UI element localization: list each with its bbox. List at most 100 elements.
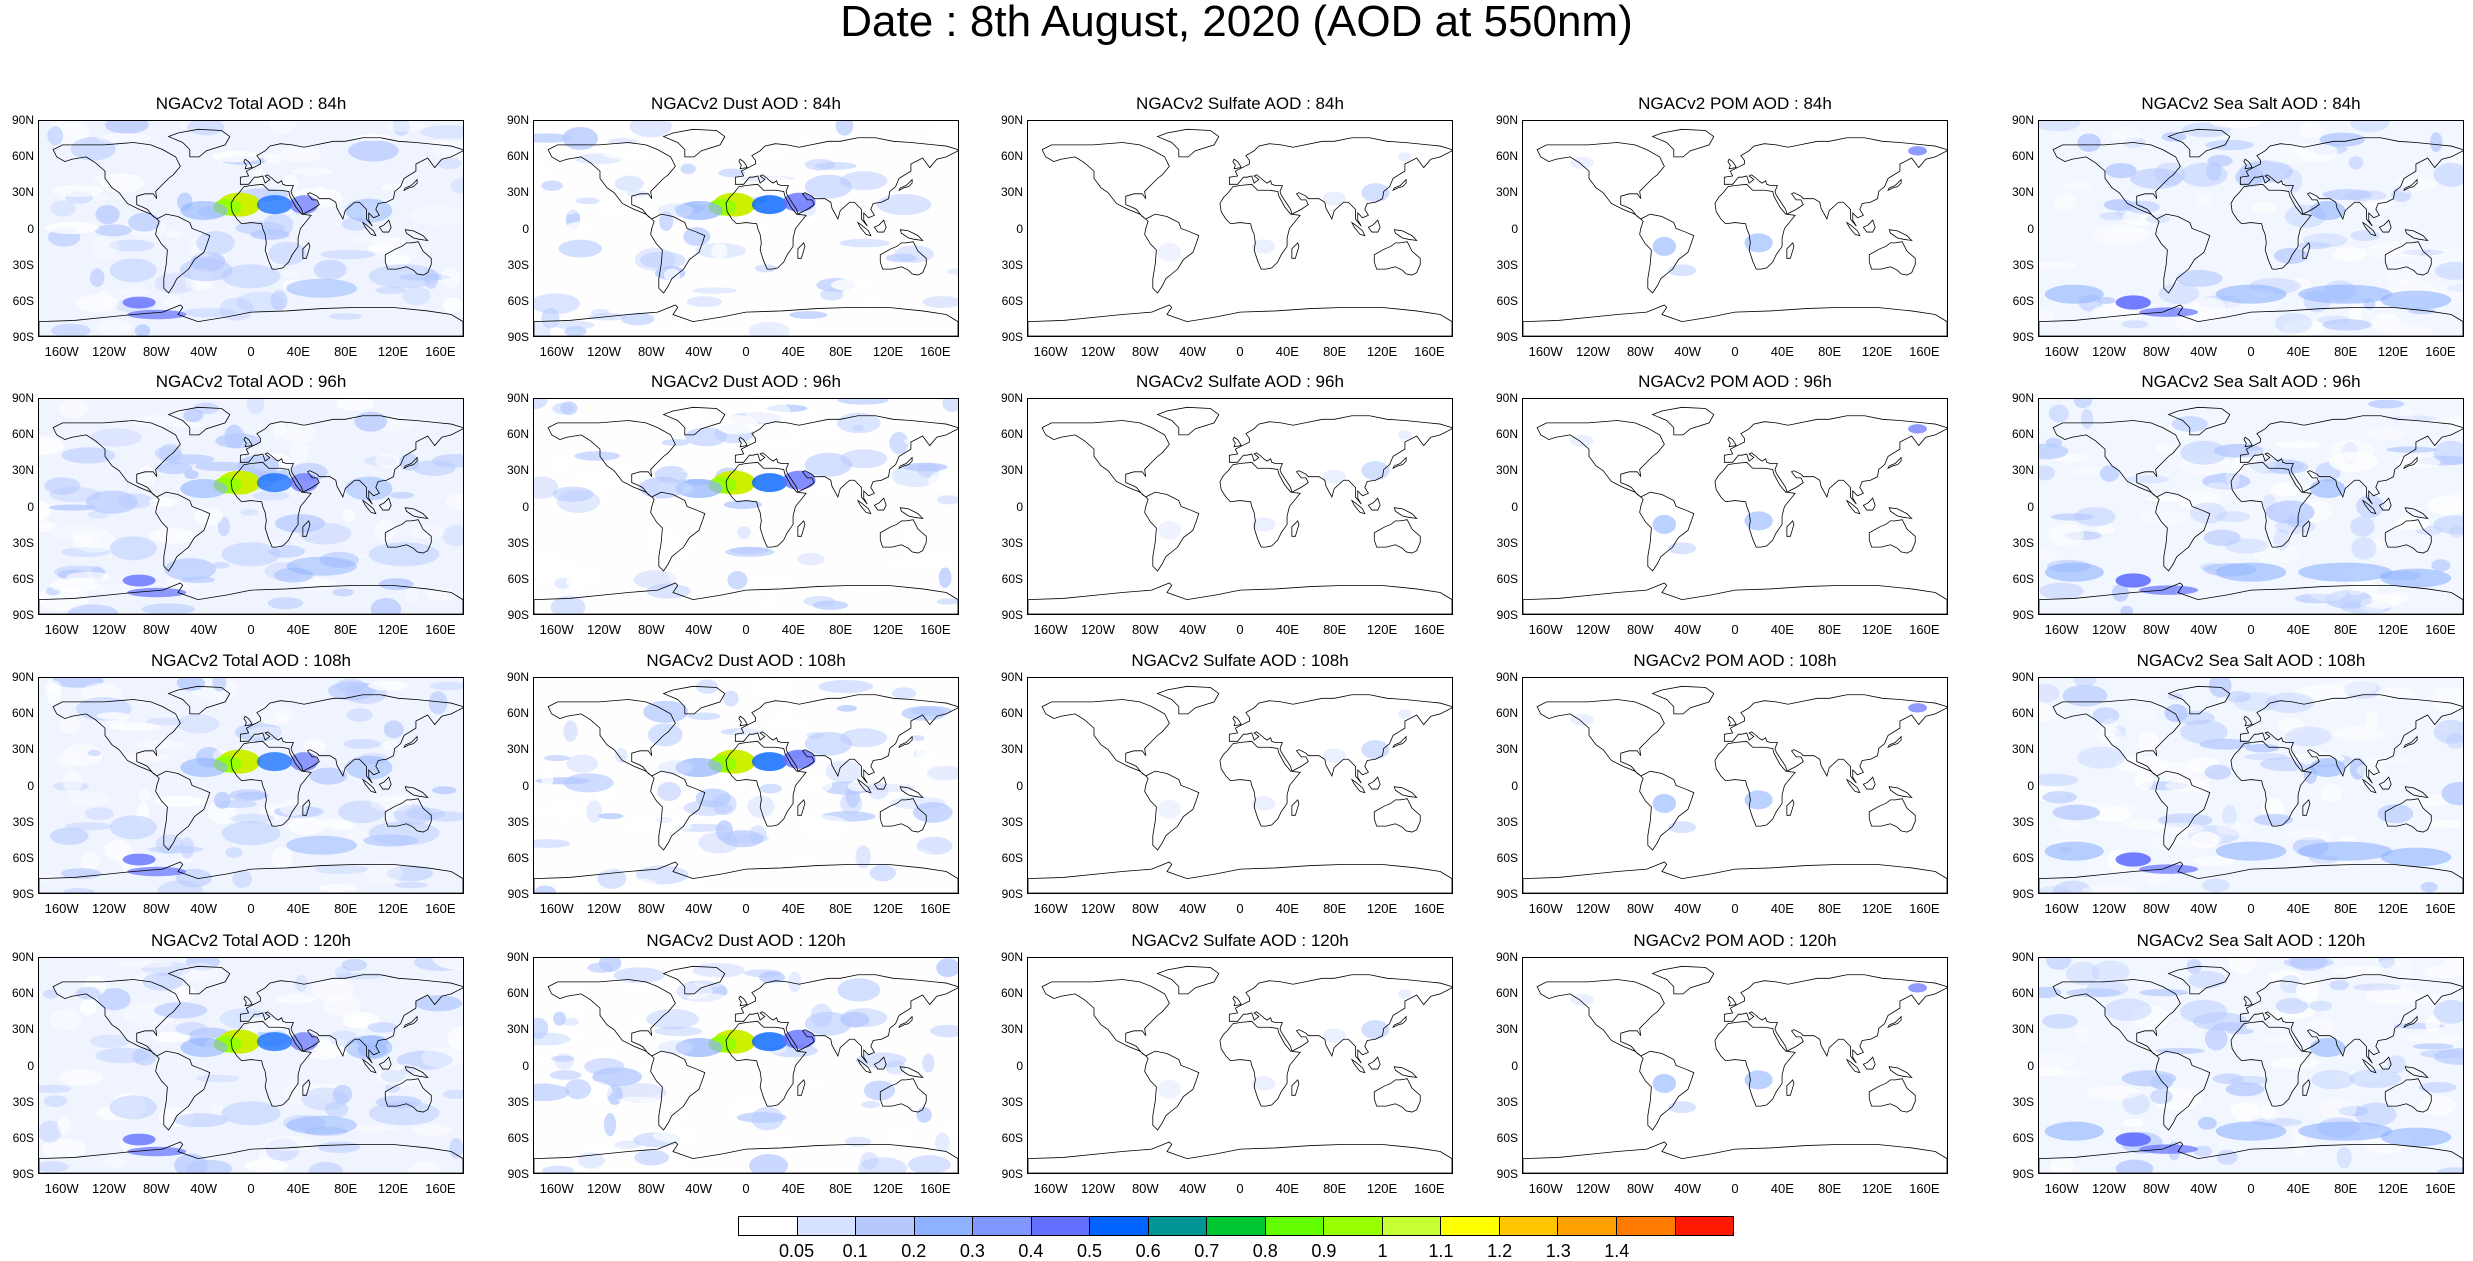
coastline — [404, 1066, 429, 1079]
aod-patch — [2197, 1116, 2217, 1130]
aod-patch — [95, 1047, 151, 1064]
aod-patch — [2092, 224, 2147, 247]
aod-patch — [164, 558, 216, 581]
longitude-label: 80W — [1626, 622, 1654, 637]
aod-patch — [47, 126, 64, 146]
aod-patch — [534, 516, 561, 524]
aod-patch — [90, 236, 120, 259]
aod-patch — [2356, 763, 2388, 778]
map-canvas — [1523, 128, 1947, 336]
aod-patch — [176, 714, 220, 734]
aod-patch — [788, 971, 802, 993]
latitude-label: 60S — [507, 850, 529, 865]
coastline — [1228, 974, 1452, 1064]
aod-patch — [354, 411, 388, 432]
aod-patch — [2062, 684, 2108, 707]
aod-patch — [693, 976, 726, 988]
aod-plume — [127, 1146, 187, 1157]
coastline — [1723, 694, 1947, 784]
longitude-label: 40E — [1770, 1181, 1794, 1196]
latitude-label: 0 — [1511, 1058, 1518, 1073]
aod-patch — [97, 319, 132, 336]
panel-title: NGACv2 POM AOD : 108h — [1633, 651, 1837, 670]
longitude-label: 120E — [1366, 1181, 1398, 1196]
coastline — [1393, 786, 1418, 799]
aod-patch — [338, 800, 386, 824]
aod-patch — [392, 121, 410, 136]
panel-title: NGACv2 Sea Salt AOD : 120h — [2136, 931, 2366, 950]
aod-patch — [347, 235, 393, 244]
aod-patch — [279, 799, 307, 816]
longitude-label: 160W — [1528, 344, 1563, 359]
coastline — [1393, 507, 1418, 520]
aod-patch — [39, 1161, 69, 1173]
aod-patch — [2361, 756, 2414, 764]
aod-patch — [2389, 415, 2436, 422]
aod-patch — [2146, 495, 2187, 502]
longitude-label: 120W — [2092, 344, 2126, 359]
aod-patch — [71, 533, 93, 544]
map-canvas — [39, 678, 463, 893]
aod-patch — [2039, 683, 2060, 703]
latitude-label: 0 — [522, 221, 529, 236]
aod-patch — [916, 836, 953, 855]
aod-patch — [441, 268, 461, 289]
aod-patch — [374, 518, 396, 541]
coastline — [738, 436, 748, 448]
aod-patch — [2402, 249, 2444, 256]
aod-patch — [50, 200, 76, 217]
map-panel-total — [38, 398, 464, 615]
longitude-label: 80W — [637, 622, 665, 637]
aod-patch — [2328, 439, 2376, 461]
aod-patch — [2139, 988, 2189, 997]
aod-plume — [2115, 295, 2151, 310]
longitude-label: 40E — [286, 901, 310, 916]
aod-plume — [1652, 236, 1677, 256]
aod-patch — [157, 880, 204, 893]
coastline — [39, 1141, 463, 1173]
aod-patch — [704, 448, 759, 464]
coastline — [1041, 979, 1170, 1057]
coastline — [239, 137, 463, 227]
aod-patch — [903, 462, 948, 472]
aod-patch — [414, 995, 463, 1012]
aod-patch — [57, 1116, 71, 1135]
aod-patch — [557, 998, 595, 1014]
aod-patch — [749, 1154, 789, 1173]
aod-plume — [122, 296, 156, 309]
aod-patch — [760, 598, 780, 614]
latitude-label: 30N — [2011, 1022, 2034, 1037]
coastline — [1845, 1058, 1861, 1074]
coastline — [2167, 128, 2231, 158]
aod-plume — [289, 473, 319, 493]
panel-title: NGACv2 Sulfate AOD : 120h — [1131, 931, 1349, 950]
aod-patch — [847, 781, 869, 792]
aod-patch — [217, 516, 230, 537]
coastline — [1868, 798, 1916, 833]
coastline — [243, 158, 253, 170]
aod-patch — [185, 1159, 233, 1173]
aod-patch — [566, 754, 599, 773]
aod-patch — [2154, 444, 2179, 454]
aod-patch — [2449, 525, 2463, 538]
aod-patch — [154, 272, 197, 294]
aod-patch — [282, 174, 299, 191]
aod-patch — [654, 1026, 703, 1037]
aod-patch — [322, 994, 362, 1017]
aod-patch — [627, 792, 660, 807]
aod-patch — [2039, 443, 2069, 460]
aod-patch — [148, 845, 204, 854]
longitude-label: 160W — [1033, 1181, 1068, 1196]
colorbar-box — [1382, 1217, 1442, 1235]
aod-patch — [2153, 162, 2186, 186]
aod-patch — [2097, 525, 2115, 534]
aod-patch — [886, 1126, 911, 1145]
aod-patch — [79, 998, 97, 1016]
aod-patch — [2418, 1095, 2456, 1117]
colorbar-box — [1324, 1217, 1383, 1235]
aod-plume — [1322, 1028, 1346, 1043]
aod-patch — [2150, 1089, 2173, 1105]
latitude-label: 60N — [506, 149, 529, 164]
coastline — [239, 974, 463, 1064]
latitude-label: 60S — [12, 571, 34, 586]
